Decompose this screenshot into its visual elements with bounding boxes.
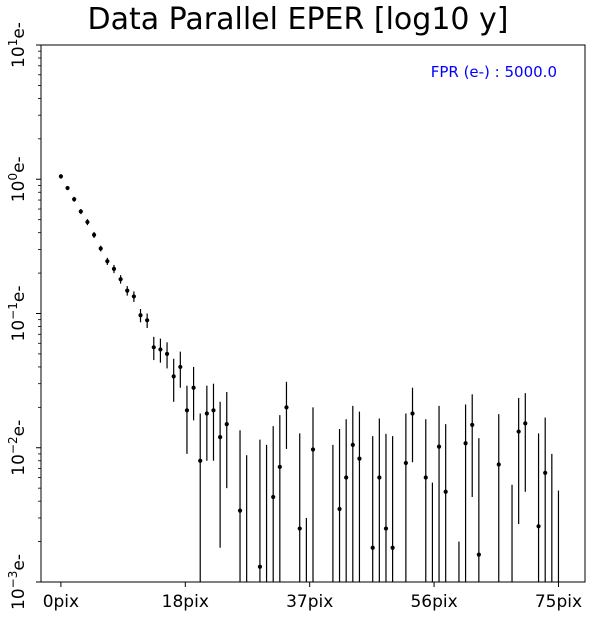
data-point bbox=[205, 411, 209, 415]
data-point bbox=[99, 246, 103, 250]
data-point bbox=[284, 405, 288, 409]
data-point bbox=[178, 365, 182, 369]
data-point bbox=[497, 462, 501, 466]
data-point bbox=[185, 408, 189, 412]
data-point bbox=[424, 475, 428, 479]
data-point bbox=[470, 423, 474, 427]
data-point bbox=[377, 475, 381, 479]
data-point bbox=[357, 457, 361, 461]
data-point bbox=[337, 507, 341, 511]
error-bars bbox=[61, 174, 559, 582]
y-tick-exponent: −1 bbox=[6, 302, 20, 320]
fpr-annotation: FPR (e-) : 5000.0 bbox=[431, 63, 557, 81]
data-point bbox=[65, 186, 69, 190]
x-tick-label: 37pix bbox=[286, 592, 333, 612]
data-point bbox=[238, 509, 242, 513]
y-tick-label: 101e- bbox=[6, 22, 29, 68]
x-tick-label: 75pix bbox=[535, 592, 582, 612]
data-point bbox=[543, 471, 547, 475]
data-point bbox=[105, 259, 109, 263]
data-point bbox=[344, 475, 348, 479]
data-point bbox=[132, 294, 136, 298]
data-point bbox=[119, 277, 123, 281]
y-tick-base: 10 bbox=[9, 454, 29, 476]
data-point bbox=[391, 546, 395, 550]
y-tick-label: 100e- bbox=[6, 156, 29, 202]
y-tick-base: 10 bbox=[9, 588, 29, 610]
y-tick-base: 10 bbox=[9, 320, 29, 342]
data-point bbox=[152, 345, 156, 349]
y-tick-base: 10 bbox=[9, 46, 29, 68]
data-point bbox=[444, 490, 448, 494]
y-axis: 10−3e-10−2e-10−1e-100e-101e- bbox=[6, 22, 41, 610]
y-tick-exponent: 1 bbox=[6, 39, 20, 47]
data-point bbox=[79, 209, 83, 213]
x-axis: 0pix 18pix 37pix 56pix 75pix bbox=[43, 582, 582, 612]
data-point bbox=[517, 429, 521, 433]
data-point bbox=[198, 459, 202, 463]
y-tick-unit: e- bbox=[9, 554, 29, 571]
data-point bbox=[112, 267, 116, 271]
data-point bbox=[404, 461, 408, 465]
x-tick-label: 0pix bbox=[43, 592, 79, 612]
data-point bbox=[145, 318, 149, 322]
y-tick-label: 10−3e- bbox=[6, 554, 29, 610]
data-point bbox=[59, 174, 63, 178]
y-tick-unit: e- bbox=[9, 22, 29, 39]
data-point bbox=[463, 441, 467, 445]
data-points bbox=[59, 174, 547, 568]
data-point bbox=[410, 411, 414, 415]
data-point bbox=[278, 465, 282, 469]
data-point bbox=[437, 444, 441, 448]
data-point bbox=[138, 313, 142, 317]
data-point bbox=[271, 495, 275, 499]
y-tick-label: 10−2e- bbox=[6, 420, 29, 476]
data-point bbox=[158, 347, 162, 351]
y-tick-exponent: −2 bbox=[6, 436, 20, 454]
data-point bbox=[165, 352, 169, 356]
y-tick-exponent: 0 bbox=[6, 173, 20, 181]
data-point bbox=[218, 435, 222, 439]
x-tick-label: 56pix bbox=[410, 592, 457, 612]
data-point bbox=[72, 197, 76, 201]
x-tick-label: 18pix bbox=[162, 592, 209, 612]
y-tick-exponent: −3 bbox=[6, 571, 20, 589]
data-point bbox=[371, 546, 375, 550]
data-point bbox=[536, 524, 540, 528]
data-point bbox=[211, 408, 215, 412]
data-point bbox=[351, 443, 355, 447]
data-point bbox=[311, 447, 315, 451]
data-point bbox=[225, 422, 229, 426]
data-point bbox=[298, 526, 302, 530]
data-point bbox=[258, 565, 262, 569]
data-point bbox=[523, 421, 527, 425]
data-point bbox=[384, 526, 388, 530]
y-tick-label: 10−1e- bbox=[6, 286, 29, 342]
y-tick-base: 10 bbox=[9, 181, 29, 203]
data-point bbox=[477, 552, 481, 556]
data-point bbox=[191, 386, 195, 390]
data-point bbox=[92, 233, 96, 237]
y-tick-unit: e- bbox=[9, 156, 29, 173]
y-tick-unit: e- bbox=[9, 420, 29, 437]
y-tick-unit: e- bbox=[9, 286, 29, 303]
data-point bbox=[125, 289, 129, 293]
data-point bbox=[85, 220, 89, 224]
data-point bbox=[172, 374, 176, 378]
